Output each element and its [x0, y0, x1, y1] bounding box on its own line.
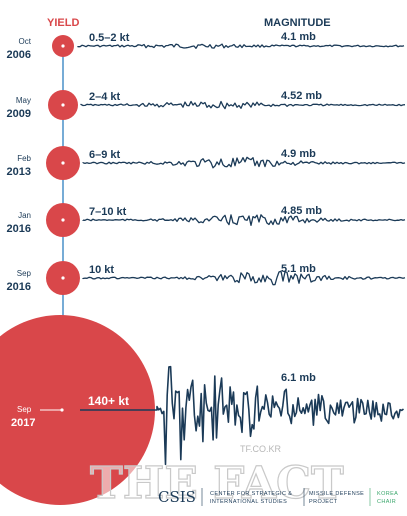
yield-label: 140+ kt	[88, 394, 129, 408]
credit-chair-line1: KOREA	[377, 491, 398, 497]
date-month: Feb	[17, 154, 31, 163]
date-month: Sep	[17, 405, 32, 414]
seismograph-wave	[82, 156, 406, 169]
credit-logo: CSIS	[158, 488, 196, 506]
seismograph-wave	[77, 43, 405, 49]
date-year: 2016	[7, 281, 31, 293]
watermark-site: TF.CO.KR	[240, 444, 282, 454]
yield-label: 2–4 kt	[89, 91, 121, 103]
seismograph-wave	[82, 214, 406, 227]
yield-label: 10 kt	[89, 264, 114, 276]
credit-project-line2: PROJECT	[309, 499, 338, 505]
credit-project-line1: MISSILE DEFENSE	[309, 491, 364, 497]
magnitude-label: 6.1 mb	[281, 372, 316, 384]
yield-circle	[0, 315, 155, 505]
seismograph-wave	[80, 100, 406, 110]
seismograph-wave	[80, 365, 405, 466]
magnitude-label: 4.9 mb	[281, 148, 316, 160]
yield-label: 6–9 kt	[89, 149, 121, 161]
seismograph-wave	[82, 270, 406, 286]
date-year: 2006	[7, 49, 31, 61]
event-row-2009: May 2009 2–4 kt 4.52 mb	[7, 90, 406, 120]
magnitude-label: 4.52 mb	[281, 90, 322, 102]
credit-org-line1: CENTER FOR STRATEGIC &	[210, 491, 292, 497]
yield-label: 7–10 kt	[89, 206, 127, 218]
yield-circle-dot	[61, 161, 65, 165]
event-row-2006: Oct 2006 0.5–2 kt 4.1 mb	[7, 31, 405, 61]
event-row-2017: Sep 2017 140+ kt 6.1 mb	[0, 315, 405, 505]
yield-header: YIELD	[47, 17, 79, 29]
magnitude-header: MAGNITUDE	[264, 17, 331, 29]
date-year: 2013	[7, 166, 31, 178]
date-month: May	[16, 96, 31, 105]
credit-chair-line2: CHAIR	[377, 499, 396, 505]
yield-circle-dot	[61, 276, 65, 280]
yield-circle-dot	[61, 44, 65, 48]
magnitude-label: 5.1 mb	[281, 263, 316, 275]
yield-label: 0.5–2 kt	[89, 32, 130, 44]
yield-circle-dot	[61, 218, 65, 222]
date-year: 2016	[7, 223, 31, 235]
date-month: Jan	[18, 211, 31, 220]
event-row-2016: Jan 2016 7–10 kt 4.85 mb	[7, 203, 406, 237]
watermark-brand: THE FACT	[90, 458, 344, 509]
date-month: Oct	[19, 37, 32, 46]
credit-org-line2: INTERNATIONAL STUDIES	[210, 499, 287, 505]
date-year: 2009	[7, 108, 31, 120]
magnitude-label: 4.85 mb	[281, 205, 322, 217]
events-layer: Oct 2006 0.5–2 kt 4.1 mb May 2009 2–4 kt 4.52 m…	[0, 31, 406, 505]
event-row-2016: Sep 2016 10 kt 5.1 mb	[7, 261, 406, 295]
date-year: 2017	[11, 417, 35, 429]
magnitude-label: 4.1 mb	[281, 31, 316, 43]
date-month: Sep	[17, 269, 32, 278]
event-row-2013: Feb 2013 6–9 kt 4.9 mb	[7, 146, 406, 180]
yield-circle-dot	[61, 103, 65, 107]
